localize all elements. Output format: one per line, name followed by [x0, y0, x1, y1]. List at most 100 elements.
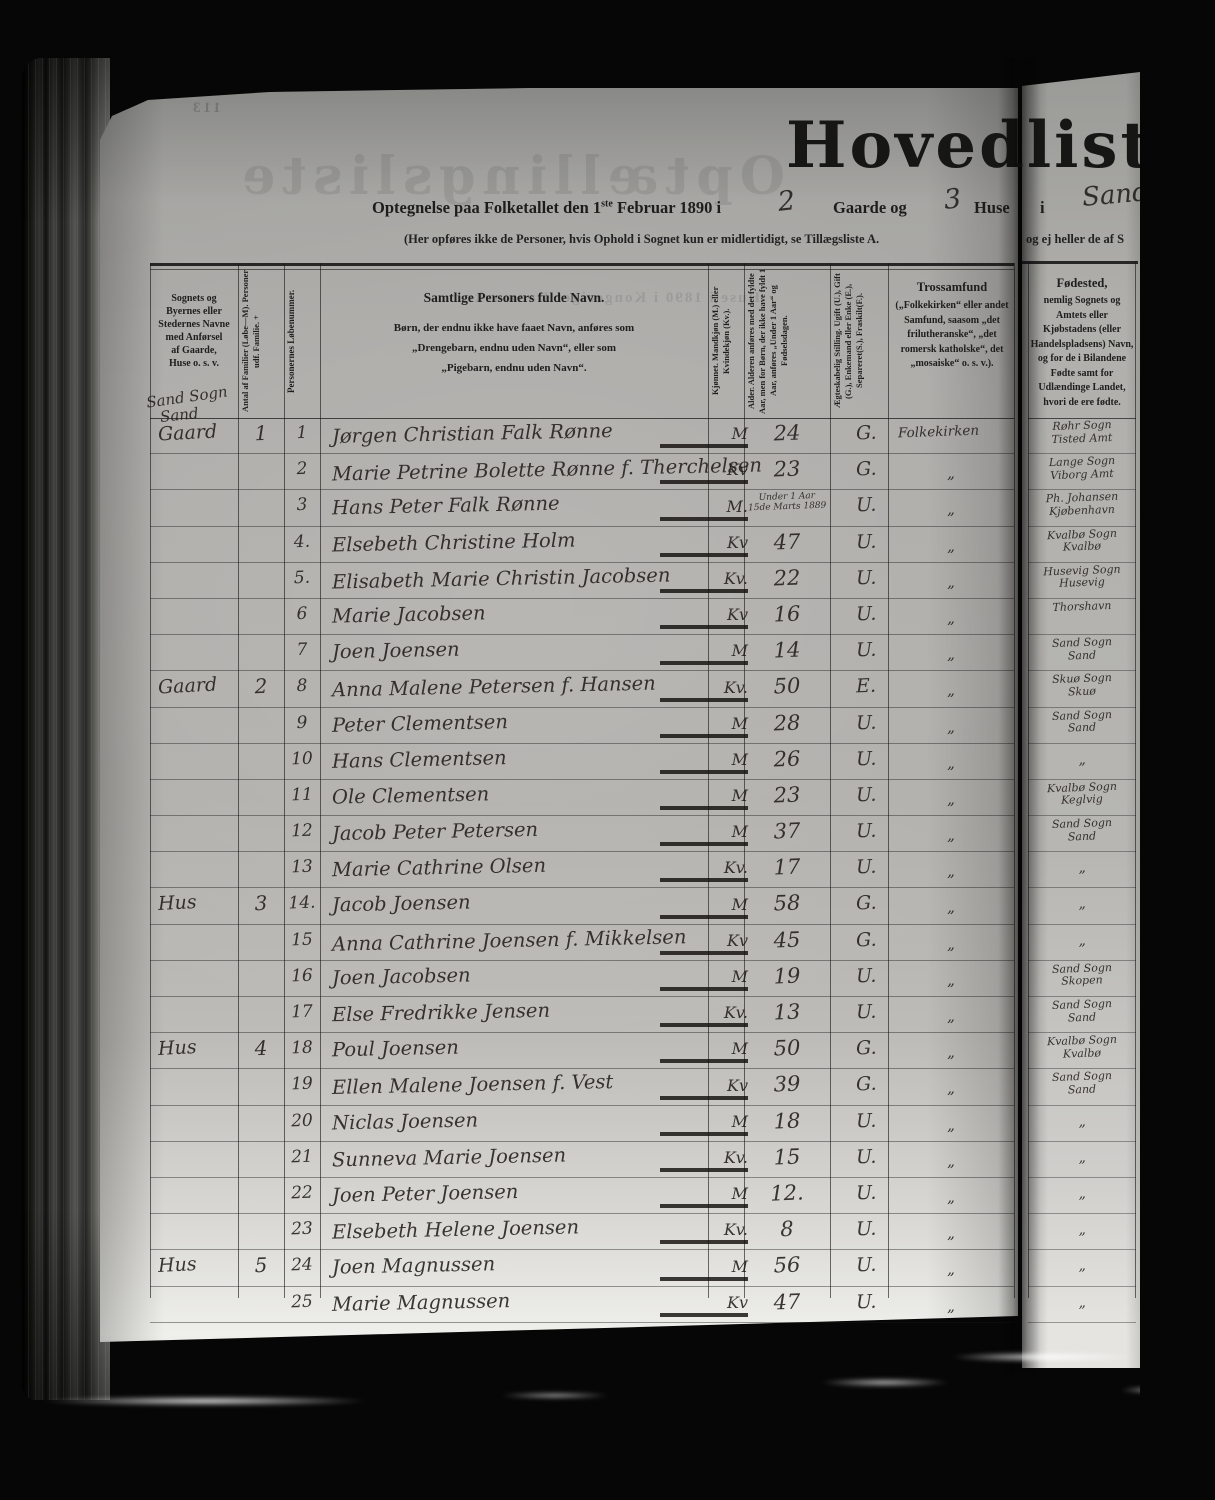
cell-person-no: 14.	[288, 892, 316, 914]
cell-name: Else Fredrikke Jensen	[331, 998, 551, 1027]
cell-family-no: 4	[254, 1035, 268, 1061]
cell-sex: M	[660, 961, 748, 996]
cell-age: 26	[773, 746, 801, 772]
cell-sex: M	[660, 418, 748, 453]
col-header-name: Samtlige Personers fulde Navn. Børn, der…	[393, 290, 635, 374]
cell-age: 47	[773, 1289, 801, 1314]
cell-family-no	[238, 1142, 284, 1177]
cell-sex: Kv	[660, 599, 748, 634]
page-edge-glint	[820, 1378, 950, 1387]
cell-family-no	[238, 527, 284, 562]
exclusion-note-right: og ej heller de af S	[1026, 232, 1125, 246]
cell-sex: Kv	[660, 1287, 748, 1322]
col-rule	[708, 263, 709, 1298]
cell-place	[150, 563, 238, 598]
page-title: Hovedlist	[786, 108, 1154, 183]
cell-person-no: 10	[290, 748, 314, 770]
col-header-marital: Ægteskabelig Stilling. Ugift (U.), Gift …	[832, 273, 864, 409]
header-bottom-rule	[150, 418, 1014, 419]
cell-person-no: 9	[296, 712, 308, 733]
table-row: 3 Hans Peter Falk Rønne M. Under 1 Aar 15…	[150, 490, 1014, 527]
cell-name: Elsebeth Christine Holm	[331, 528, 576, 557]
cell-marital-status: U.	[855, 602, 877, 626]
cell-place: Hus	[157, 1253, 198, 1278]
birthplace-row: Røhr Sogn Tisted Amt	[1028, 418, 1136, 455]
table-row: 23 Elsebeth Helene Joensen Kv. 8 U. „	[150, 1214, 1014, 1251]
cell-name: Ole Clementsen	[331, 782, 490, 809]
cell-family-no	[238, 961, 284, 996]
cell-person-no: 1	[296, 422, 308, 444]
i-label: i	[1040, 198, 1045, 217]
cell-religion: „	[947, 862, 955, 881]
cell-age: 23	[773, 782, 801, 808]
table-top-rule-inner	[150, 269, 1014, 270]
cell-sex: Kv.	[660, 671, 748, 706]
cell-sex: Kv.	[660, 563, 748, 598]
cell-name: Hans Clementsen	[331, 745, 507, 773]
cell-place	[150, 780, 238, 815]
cell-person-no: 18	[290, 1037, 314, 1059]
cell-religion: „	[947, 572, 955, 591]
table-row: 5. Elisabeth Marie Christin Jacobsen Kv.…	[150, 563, 1014, 599]
cell-family-no	[238, 490, 284, 525]
birthplace-row: Skuø Sogn Skuø	[1028, 671, 1136, 708]
cell-sex: Kv.	[660, 1214, 748, 1249]
table-row: 17 Else Fredrikke Jensen Kv. 13 U. „	[150, 997, 1014, 1034]
ledger-right-page-strip	[1022, 72, 1140, 1368]
cell-sex: Kv.	[660, 852, 748, 887]
cell-name: Jacob Joensen	[331, 890, 471, 917]
birthplace-row: Thorshavn	[1028, 599, 1136, 636]
cell-marital-status: E.	[855, 674, 877, 698]
exclusion-note: (Her opføres ikke de Personer, hvis Opho…	[404, 232, 880, 246]
cell-religion: „	[947, 1187, 955, 1206]
cell-religion: „	[947, 500, 955, 519]
cell-religion: „	[947, 789, 955, 808]
cell-place	[150, 490, 238, 525]
cell-name: Anna Malene Petersen f. Hansen	[331, 671, 656, 702]
birthplace-row: Sand Sogn Skopen	[1028, 961, 1136, 997]
cell-age: 14	[773, 637, 801, 663]
cell-sex: M	[660, 635, 748, 670]
cell-family-no: 5	[254, 1253, 268, 1278]
cell-person-no: 11	[290, 784, 314, 806]
cell-religion: „	[947, 645, 955, 664]
cell-person-no: 19	[290, 1074, 314, 1095]
ledger-left-page	[100, 88, 1018, 1342]
cell-age: 45	[773, 927, 801, 953]
cell-marital-status: G.	[855, 928, 877, 951]
cell-family-no: 3	[254, 891, 268, 916]
cell-family-no	[238, 599, 284, 634]
cell-marital-status: U.	[855, 1253, 877, 1277]
cell-place	[150, 527, 238, 562]
cell-place	[150, 454, 238, 489]
cell-religion: „	[947, 934, 955, 953]
cell-religion: „	[947, 681, 955, 700]
cell-family-no	[238, 852, 284, 887]
birthplace-row: „	[1028, 1142, 1136, 1178]
cell-name: Marie Petrine Bolette Rønne f. Therchels…	[331, 453, 763, 486]
cell-sex: Kv.	[660, 997, 748, 1032]
cell-marital-status: G.	[855, 1036, 877, 1060]
col-header-families: Antal af Familier (Løbe—M). Personer udf…	[240, 269, 261, 413]
birthplace-row: „	[1028, 1214, 1136, 1251]
cell-person-no: 17	[290, 1001, 314, 1023]
cell-religion: „	[947, 1043, 955, 1062]
birthplace-row: „	[1028, 1250, 1136, 1287]
cell-age: 39	[773, 1071, 801, 1097]
cell-marital-status: U.	[855, 1145, 877, 1169]
col-rule	[1014, 263, 1015, 1298]
birthplace-row: „	[1028, 1178, 1136, 1215]
cell-person-no: 12	[290, 820, 314, 842]
cell-religion: „	[947, 1115, 955, 1134]
col-rule	[888, 263, 889, 1298]
cell-marital-status: U.	[855, 1217, 877, 1241]
cell-place	[150, 1287, 238, 1322]
cell-place: Gaard	[157, 420, 218, 446]
birthplace-row: „	[1028, 925, 1136, 961]
cell-name: Marie Magnussen	[331, 1288, 511, 1316]
col-header-person-no: Personernes Løbenummer.	[286, 289, 296, 393]
cell-person-no: 21	[290, 1146, 314, 1168]
birthplace-row: Lange Sogn Viborg Amt	[1028, 454, 1136, 491]
photo-black-right	[1140, 0, 1215, 1500]
cell-marital-status: U.	[855, 964, 877, 988]
